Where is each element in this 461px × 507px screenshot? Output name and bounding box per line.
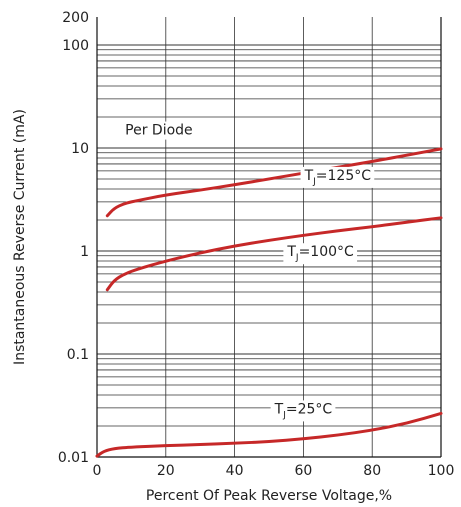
- series-label-2: TJ=100°C: [283, 243, 358, 265]
- chart-series: [95, 147, 443, 458]
- x-tick-label: 20: [157, 463, 175, 479]
- x-tick-label: 40: [226, 463, 244, 479]
- y-tick-label: 0.1: [67, 347, 89, 363]
- annotation-per-diode: Per Diode: [121, 121, 197, 140]
- chart-annotations: TJ=125°C TJ=100°C TJ=25°C Per Diode: [121, 121, 375, 422]
- y-tick-label: 1: [80, 244, 89, 260]
- x-tick-label: 80: [363, 463, 381, 479]
- chart-grid: [96, 17, 442, 458]
- y-tick-label: 100: [62, 38, 89, 54]
- series-line-3: [95, 411, 443, 458]
- y-axis-title: Instantaneous Reverse Current (mA): [12, 109, 28, 365]
- chart-axes: [96, 17, 442, 458]
- y-tick-label: 0.01: [58, 450, 89, 466]
- x-tick-label: 0: [93, 463, 102, 479]
- series-line-1: [105, 147, 443, 218]
- svg-text:TJ=25°C: TJ=25°C: [274, 401, 333, 420]
- y-tick-label: 200: [62, 10, 89, 26]
- chart-tick-labels: 0 20 40 60 80 100 0.01 0.1 1 10 100 200: [58, 10, 455, 479]
- svg-text:TJ=125°C: TJ=125°C: [304, 168, 372, 187]
- svg-text:Per Diode: Per Diode: [125, 123, 193, 139]
- x-tick-label: 60: [294, 463, 312, 479]
- y-tick-label: 10: [71, 141, 89, 157]
- svg-text:TJ=100°C: TJ=100°C: [286, 244, 354, 263]
- x-axis-title: Percent Of Peak Reverse Voltage,%: [146, 488, 392, 504]
- series-label-1: TJ=125°C: [300, 166, 375, 188]
- series-label-3: TJ=25°C: [270, 400, 336, 422]
- series-line-2: [105, 216, 443, 292]
- x-tick-label: 100: [428, 463, 455, 479]
